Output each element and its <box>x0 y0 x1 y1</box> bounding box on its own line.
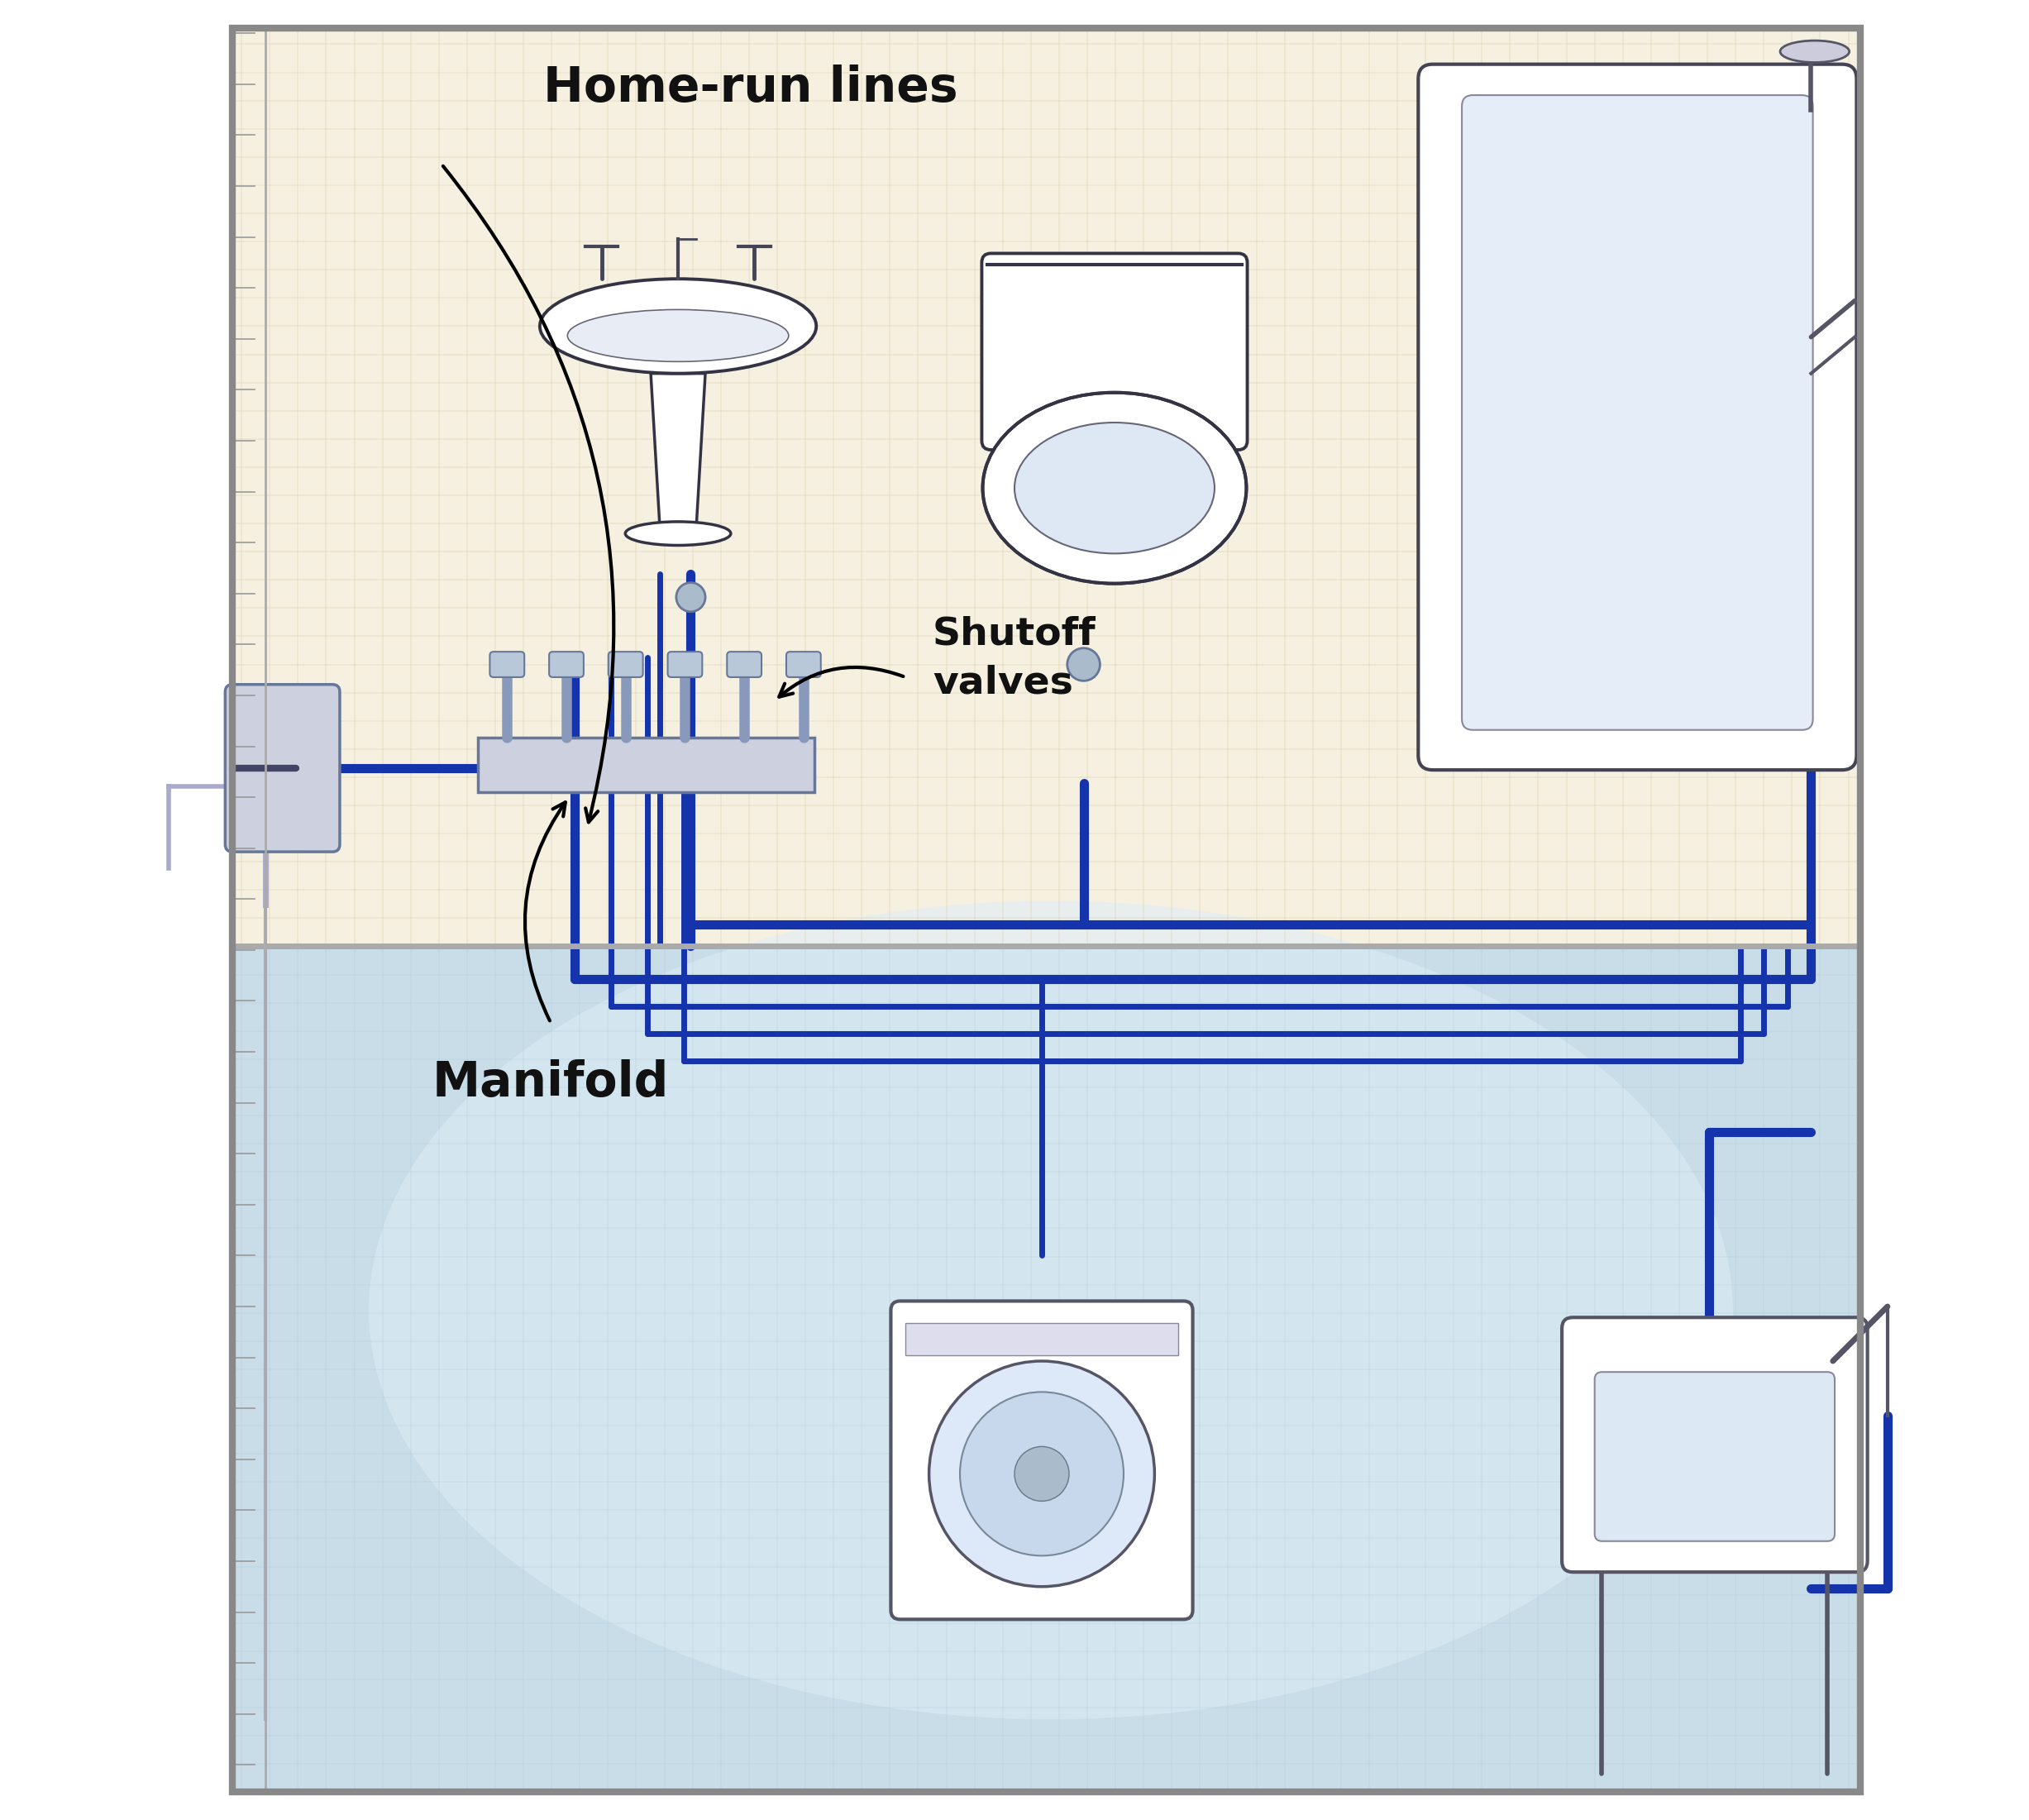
FancyArrowPatch shape <box>442 166 615 823</box>
FancyBboxPatch shape <box>1595 1372 1834 1542</box>
FancyBboxPatch shape <box>225 684 339 852</box>
Text: Home-run lines: Home-run lines <box>544 64 958 111</box>
Polygon shape <box>233 946 1861 1793</box>
Polygon shape <box>651 373 706 528</box>
FancyBboxPatch shape <box>1562 1318 1867 1572</box>
Circle shape <box>929 1361 1155 1587</box>
FancyBboxPatch shape <box>1461 95 1812 730</box>
FancyBboxPatch shape <box>726 652 761 677</box>
Polygon shape <box>233 27 1861 946</box>
FancyBboxPatch shape <box>479 737 814 792</box>
FancyBboxPatch shape <box>489 652 523 677</box>
FancyBboxPatch shape <box>787 652 822 677</box>
Ellipse shape <box>1014 422 1215 553</box>
FancyBboxPatch shape <box>550 652 584 677</box>
FancyBboxPatch shape <box>905 1323 1179 1356</box>
Circle shape <box>960 1392 1124 1556</box>
Circle shape <box>1067 648 1100 681</box>
Ellipse shape <box>540 278 816 373</box>
FancyArrowPatch shape <box>779 668 903 697</box>
FancyBboxPatch shape <box>668 652 702 677</box>
FancyBboxPatch shape <box>1418 64 1857 770</box>
Circle shape <box>676 582 706 612</box>
FancyBboxPatch shape <box>609 652 643 677</box>
FancyArrowPatch shape <box>526 803 566 1021</box>
Ellipse shape <box>369 901 1733 1720</box>
Ellipse shape <box>1779 40 1848 62</box>
Text: Manifold: Manifold <box>432 1059 670 1107</box>
Text: Shutoff
valves: Shutoff valves <box>933 615 1096 703</box>
Ellipse shape <box>568 309 789 362</box>
Ellipse shape <box>625 522 730 546</box>
FancyBboxPatch shape <box>982 253 1248 450</box>
Ellipse shape <box>982 393 1246 584</box>
Circle shape <box>1014 1447 1069 1501</box>
FancyBboxPatch shape <box>891 1301 1193 1620</box>
